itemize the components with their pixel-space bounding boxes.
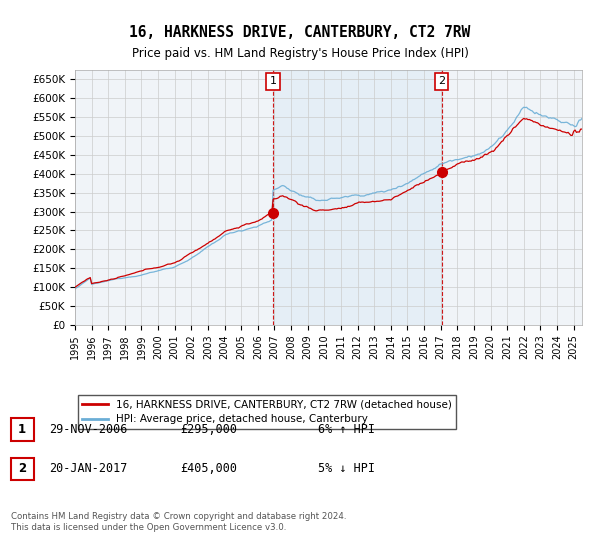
Text: 16, HARKNESS DRIVE, CANTERBURY, CT2 7RW: 16, HARKNESS DRIVE, CANTERBURY, CT2 7RW [130,25,470,40]
Text: 20-JAN-2017: 20-JAN-2017 [49,462,128,475]
Text: 1: 1 [18,423,26,436]
Text: 2: 2 [18,462,26,475]
Text: 2: 2 [438,77,445,86]
Text: £295,000: £295,000 [180,423,237,436]
Text: Contains HM Land Registry data © Crown copyright and database right 2024.
This d: Contains HM Land Registry data © Crown c… [11,512,346,532]
Text: 5% ↓ HPI: 5% ↓ HPI [318,462,375,475]
Text: 6% ↑ HPI: 6% ↑ HPI [318,423,375,436]
Text: Price paid vs. HM Land Registry's House Price Index (HPI): Price paid vs. HM Land Registry's House … [131,47,469,60]
Text: 1: 1 [269,77,277,86]
Text: £405,000: £405,000 [180,462,237,475]
Text: 29-NOV-2006: 29-NOV-2006 [49,423,128,436]
Bar [273,70,442,325]
Legend: 16, HARKNESS DRIVE, CANTERBURY, CT2 7RW (detached house), HPI: Average price, de: 16, HARKNESS DRIVE, CANTERBURY, CT2 7RW … [77,395,456,428]
